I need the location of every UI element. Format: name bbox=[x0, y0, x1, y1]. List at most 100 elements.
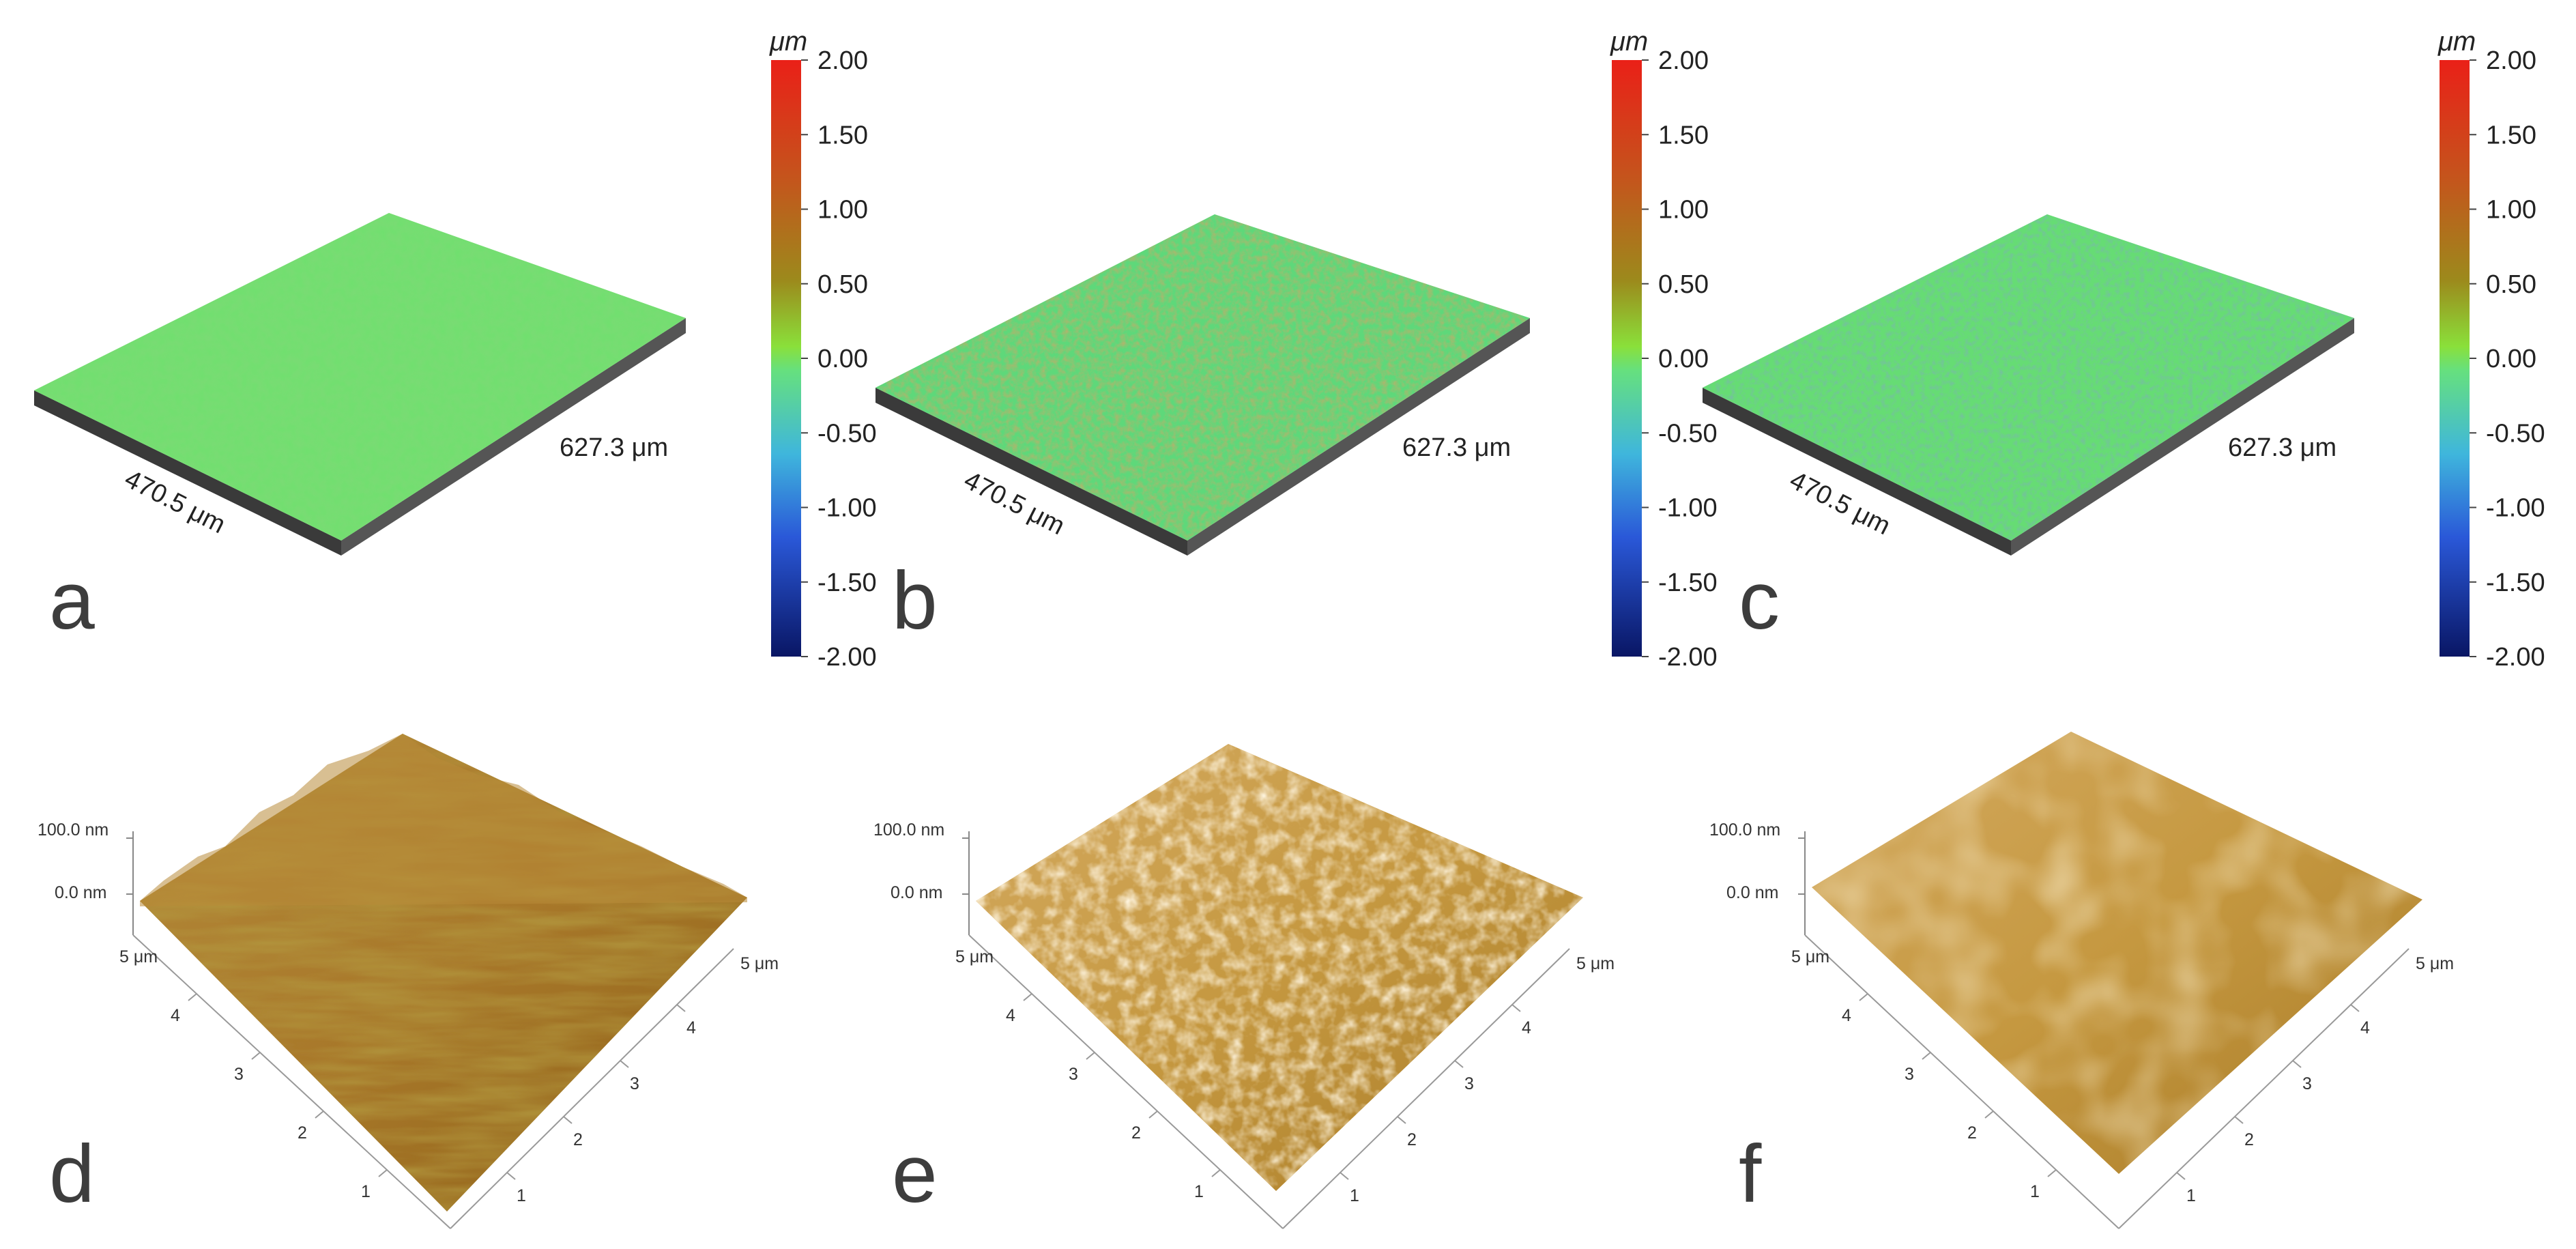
x-tick-label: 1 bbox=[1350, 1186, 1359, 1205]
colorbar-tick-label: 0.50 bbox=[1658, 270, 1709, 299]
y-tick-label: 2 bbox=[298, 1123, 307, 1143]
colorbar-tick-label: -1.00 bbox=[817, 494, 877, 523]
x-tick-mark bbox=[1340, 1172, 1349, 1180]
x-tick-mark bbox=[2176, 1172, 2186, 1180]
z-top-label: 100.0 nm bbox=[1709, 820, 1780, 839]
colorbar-tick-label: 0.00 bbox=[2486, 345, 2536, 373]
x-axis-line bbox=[1282, 948, 1570, 1229]
colorbar-tick-label: 1.00 bbox=[817, 196, 868, 225]
colorbar-tick-label: 1.00 bbox=[2486, 196, 2536, 225]
colorbar-tick-label: -0.50 bbox=[817, 419, 877, 448]
colorbar-tick-label: 2.00 bbox=[1658, 46, 1709, 75]
y-tick-label: 3 bbox=[234, 1065, 244, 1084]
x-axis-line bbox=[2118, 948, 2409, 1229]
x-tick-label: 4 bbox=[686, 1018, 696, 1037]
z-zero-label: 0.0 nm bbox=[1726, 883, 1778, 902]
colorbar-gradient bbox=[771, 60, 801, 657]
x-tick-label: 4 bbox=[2360, 1018, 2370, 1037]
z-top-label: 100.0 nm bbox=[38, 820, 108, 839]
y-tick-label: 1 bbox=[2030, 1182, 2040, 1201]
panel-label-f: f bbox=[1739, 1128, 1762, 1220]
x-tick-mark bbox=[2292, 1060, 2302, 1068]
colorbar-tick-label: 0.50 bbox=[2486, 270, 2536, 299]
y-tick-mark bbox=[1148, 1110, 1158, 1119]
x-tick-mark bbox=[2234, 1116, 2244, 1124]
x-max-label: 5 μm bbox=[1576, 954, 1615, 973]
colorbar-tick-label: 0.00 bbox=[1658, 345, 1709, 373]
x-tick-mark bbox=[563, 1116, 573, 1124]
colorbar-unit: μm bbox=[2437, 27, 2476, 57]
x-tick-mark bbox=[620, 1060, 629, 1068]
y-tick-mark bbox=[1086, 1052, 1095, 1060]
x-max-label: 5 μm bbox=[2416, 954, 2454, 973]
panel-label-e: e bbox=[892, 1128, 938, 1220]
y-tick-mark bbox=[1859, 993, 1868, 1001]
afm-surface-d bbox=[140, 734, 747, 1211]
y-axis-line bbox=[1804, 934, 2119, 1229]
x-axis-line bbox=[450, 948, 734, 1229]
colorbar-c: μm 2.00 1.50 1.00 0.50 0.00 -0.50 -1.00 -1.50 -2.… bbox=[2437, 27, 2545, 672]
colorbar-tick-label: -2.00 bbox=[1658, 643, 1718, 672]
y-tick-mark bbox=[1922, 1052, 1931, 1060]
y-tick-label: 2 bbox=[1131, 1123, 1141, 1143]
afm-surface-f bbox=[1812, 732, 2422, 1174]
x-tick-label: 4 bbox=[1522, 1018, 1531, 1037]
afm-surface-e bbox=[976, 744, 1583, 1191]
y-tick-mark bbox=[1023, 993, 1032, 1001]
colorbar-tick-label: 2.00 bbox=[817, 46, 868, 75]
colorbar-tick-label: -1.00 bbox=[1658, 494, 1718, 523]
colorbar-tick-label: -1.50 bbox=[817, 569, 877, 597]
colorbar-tick-label: 1.50 bbox=[817, 121, 868, 149]
y-tick-label: 1 bbox=[1194, 1182, 1204, 1201]
x-tick-label: 2 bbox=[1407, 1130, 1417, 1149]
colorbar-tick-label: 2.00 bbox=[2486, 46, 2536, 75]
colorbar-tick-label: 1.00 bbox=[1658, 196, 1709, 225]
colorbar-tick-label: -2.00 bbox=[2486, 643, 2545, 672]
x-tick-mark bbox=[2350, 1004, 2360, 1012]
afm-axes-e: 100.0 nm 0.0 nm 5 μm 5 μm 1 1 2 2 3 3 4 4 bbox=[873, 820, 1615, 1229]
surface-plate-a bbox=[34, 213, 686, 556]
colorbar-tick-label: 1.50 bbox=[2486, 121, 2536, 149]
panel-label-b: b bbox=[892, 555, 938, 646]
z-top-label: 100.0 nm bbox=[873, 820, 944, 839]
x-tick-mark bbox=[1397, 1116, 1406, 1124]
length-label-a: 627.3 μm bbox=[560, 433, 668, 462]
surface-plate-c bbox=[1703, 214, 2354, 556]
y-tick-mark bbox=[315, 1110, 324, 1119]
x-tick-mark bbox=[1511, 1004, 1521, 1012]
colorbar-tick-label: 1.50 bbox=[1658, 121, 1709, 149]
afm-axes-f: 100.0 nm 0.0 nm 5 μm 5 μm 1 1 2 2 3 3 4 4 bbox=[1709, 820, 2454, 1229]
x-max-label: 5 μm bbox=[740, 954, 779, 973]
colorbar-unit: μm bbox=[769, 27, 807, 57]
x-tick-label: 2 bbox=[2244, 1130, 2254, 1149]
colorbar-a: μm 2.00 1.50 1.00 0.50 0.00 -0.50 -1.00 -1.50 -2.… bbox=[769, 27, 877, 672]
y-tick-label: 4 bbox=[1006, 1006, 1015, 1025]
x-tick-label: 1 bbox=[517, 1186, 526, 1205]
x-tick-label: 1 bbox=[2186, 1186, 2196, 1205]
colorbar-group: μm 2.00 1.50 1.00 0.50 0.00 -0.50 -1.00 -1.50 -2.… bbox=[769, 27, 2545, 672]
y-tick-mark bbox=[378, 1169, 388, 1177]
y-tick-label: 4 bbox=[1842, 1006, 1851, 1025]
z-zero-label: 0.0 nm bbox=[55, 883, 106, 902]
colorbar-unit: μm bbox=[1610, 27, 1648, 57]
x-tick-mark bbox=[676, 1004, 686, 1012]
y-tick-label: 3 bbox=[1905, 1065, 1914, 1084]
colorbar-tick-label: -0.50 bbox=[2486, 419, 2545, 448]
x-tick-label: 3 bbox=[2302, 1074, 2312, 1093]
colorbar-tick-label: 0.00 bbox=[817, 345, 868, 373]
y-tick-mark bbox=[188, 993, 197, 1001]
panel-label-a: a bbox=[49, 555, 95, 646]
y-axis-line bbox=[132, 934, 451, 1229]
length-label-c: 627.3 μm bbox=[2228, 433, 2336, 462]
colorbar-tick-label: -0.50 bbox=[1658, 419, 1718, 448]
colorbar-gradient bbox=[1612, 60, 1642, 657]
x-tick-label: 3 bbox=[630, 1074, 639, 1093]
colorbar-tick-label: -1.50 bbox=[2486, 569, 2545, 597]
afm-axes-d: 100.0 nm 0.0 nm 5 μm 5 μm 1 1 2 2 3 3 4 4 bbox=[38, 820, 779, 1229]
y-tick-label: 4 bbox=[171, 1006, 180, 1025]
y-tick-mark bbox=[251, 1052, 261, 1060]
y-tick-label: 2 bbox=[1967, 1123, 1977, 1143]
x-tick-label: 2 bbox=[573, 1130, 583, 1149]
surface-plate-b bbox=[875, 214, 1530, 556]
